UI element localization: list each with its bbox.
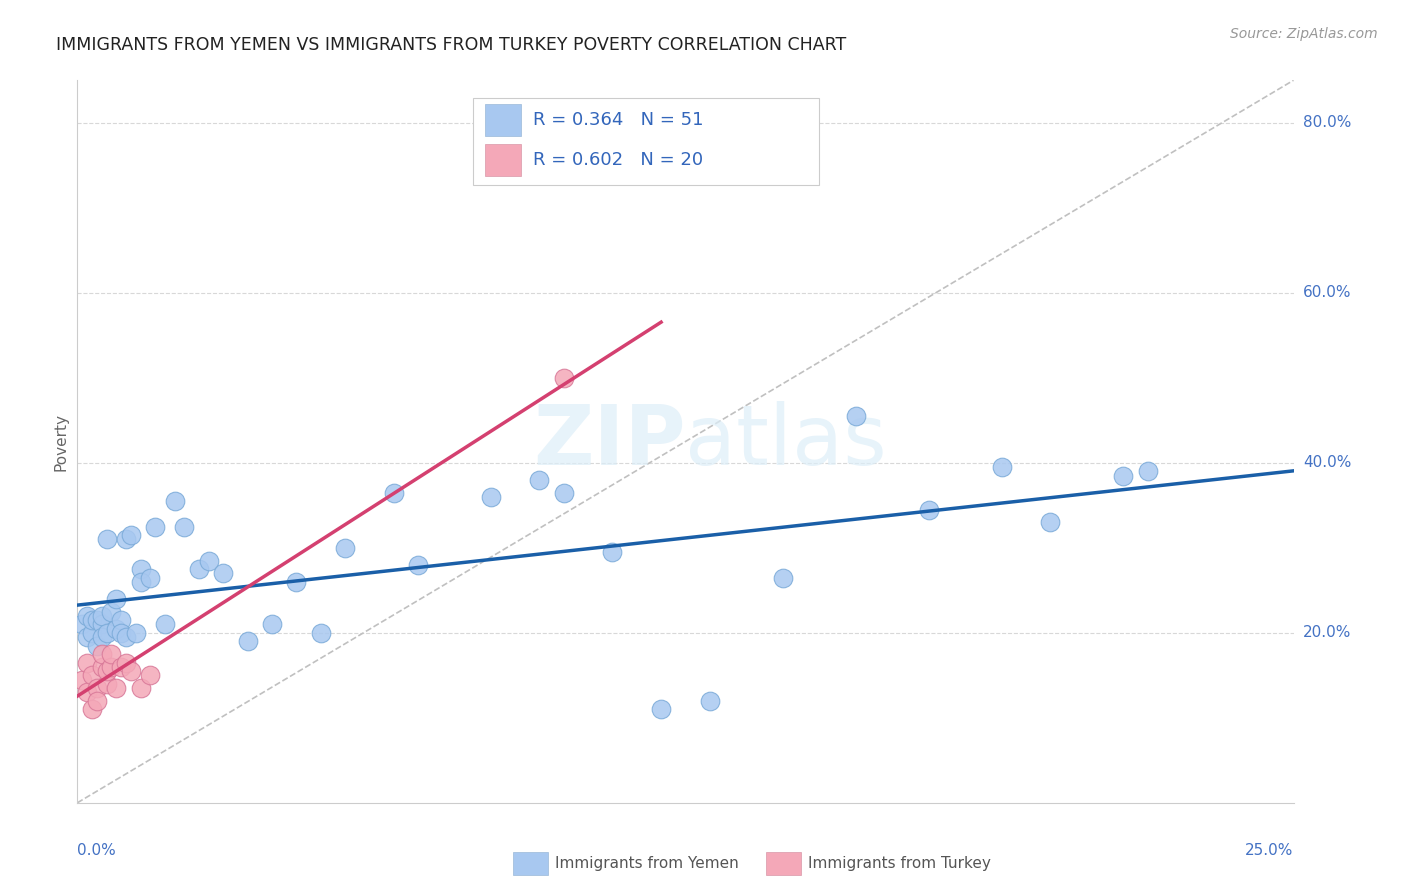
Point [1112, 468, 1135, 483]
Point [105, 681, 128, 695]
Point [1136, 464, 1159, 478]
Point [86, 694, 108, 708]
Point [86, 681, 108, 695]
Point [70, 673, 93, 687]
Point [80, 702, 103, 716]
Point [129, 562, 152, 576]
FancyBboxPatch shape [472, 98, 820, 185]
Point [139, 668, 162, 682]
Point [173, 519, 195, 533]
Point [110, 660, 132, 674]
Text: 60.0%: 60.0% [1303, 285, 1351, 301]
Text: R = 0.364   N = 51: R = 0.364 N = 51 [533, 111, 704, 129]
Point [105, 622, 128, 636]
Text: IMMIGRANTS FROM YEMEN VS IMMIGRANTS FROM TURKEY POVERTY CORRELATION CHART: IMMIGRANTS FROM YEMEN VS IMMIGRANTS FROM… [56, 36, 846, 54]
Point [772, 570, 794, 584]
FancyBboxPatch shape [485, 144, 522, 176]
Point [143, 519, 166, 533]
Point [80, 613, 103, 627]
Point [163, 494, 186, 508]
Point [76, 630, 98, 644]
Point [76, 608, 98, 623]
Point [120, 528, 142, 542]
Text: Immigrants from Yemen: Immigrants from Yemen [555, 856, 740, 871]
Point [529, 473, 551, 487]
Point [96, 533, 118, 547]
Point [188, 562, 211, 576]
Point [115, 533, 138, 547]
Text: Source: ZipAtlas.com: Source: ZipAtlas.com [1230, 27, 1378, 41]
Point [479, 490, 502, 504]
Text: ZIP: ZIP [533, 401, 686, 482]
Point [845, 409, 868, 423]
Point [990, 460, 1012, 475]
Point [650, 702, 672, 716]
Point [70, 617, 93, 632]
Point [96, 677, 118, 691]
Point [153, 617, 176, 632]
Point [80, 625, 103, 640]
Point [699, 694, 721, 708]
Point [115, 630, 138, 644]
Point [1039, 516, 1062, 530]
Point [382, 485, 405, 500]
Point [602, 545, 624, 559]
Point [260, 617, 283, 632]
Point [553, 371, 575, 385]
Point [96, 625, 118, 640]
Point [110, 613, 132, 627]
Point [406, 558, 429, 572]
Point [285, 574, 308, 589]
Point [90, 660, 112, 674]
Point [129, 574, 152, 589]
Y-axis label: Poverty: Poverty [53, 412, 69, 471]
Point [76, 656, 98, 670]
Text: atlas: atlas [686, 401, 887, 482]
Point [553, 485, 575, 500]
Point [129, 681, 152, 695]
Point [120, 664, 142, 678]
Text: Immigrants from Turkey: Immigrants from Turkey [808, 856, 991, 871]
Point [76, 685, 98, 699]
Point [125, 625, 148, 640]
Point [90, 647, 112, 661]
Point [100, 605, 122, 619]
Point [918, 502, 941, 516]
FancyBboxPatch shape [485, 103, 522, 136]
Point [110, 625, 132, 640]
Point [105, 591, 128, 606]
Point [86, 613, 108, 627]
Point [96, 664, 118, 678]
Point [86, 639, 108, 653]
Point [80, 668, 103, 682]
Point [90, 608, 112, 623]
Text: 80.0%: 80.0% [1303, 115, 1351, 130]
Text: 40.0%: 40.0% [1303, 455, 1351, 470]
Text: 20.0%: 20.0% [1303, 625, 1351, 640]
Point [139, 570, 162, 584]
Text: 25.0%: 25.0% [1246, 843, 1294, 857]
Point [236, 634, 259, 648]
Point [333, 541, 356, 555]
Text: R = 0.602   N = 20: R = 0.602 N = 20 [533, 151, 703, 169]
Point [212, 566, 235, 581]
Point [115, 656, 138, 670]
Point [90, 617, 112, 632]
Point [90, 630, 112, 644]
Point [100, 647, 122, 661]
Point [100, 660, 122, 674]
Point [309, 625, 332, 640]
Point [197, 553, 219, 567]
Text: 0.0%: 0.0% [77, 843, 117, 857]
